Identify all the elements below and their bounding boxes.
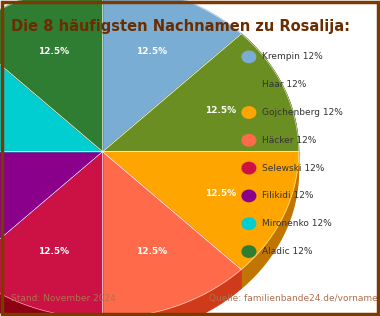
Polygon shape (0, 270, 103, 316)
Text: Haar 12%: Haar 12% (262, 80, 307, 89)
Circle shape (242, 135, 256, 146)
Circle shape (242, 218, 256, 229)
Text: 12.5%: 12.5% (38, 247, 70, 256)
Polygon shape (0, 34, 103, 152)
Text: Stand: November 2024: Stand: November 2024 (11, 295, 116, 303)
Circle shape (242, 190, 256, 202)
Polygon shape (103, 152, 241, 316)
Polygon shape (103, 152, 299, 270)
Polygon shape (103, 34, 299, 152)
Text: 12.5%: 12.5% (136, 47, 167, 56)
Text: 12.5%: 12.5% (205, 106, 236, 115)
Text: 12.5%: 12.5% (136, 247, 167, 256)
Text: 12.5%: 12.5% (205, 189, 236, 198)
Text: Mironenko 12%: Mironenko 12% (262, 219, 332, 228)
Text: 12.5%: 12.5% (38, 47, 70, 56)
Text: Häcker 12%: Häcker 12% (262, 136, 317, 145)
Circle shape (242, 246, 256, 257)
Polygon shape (103, 0, 241, 152)
Text: Aladic 12%: Aladic 12% (262, 247, 313, 256)
Text: Die 8 häufigsten Nachnamen zu Rosalija:: Die 8 häufigsten Nachnamen zu Rosalija: (11, 19, 350, 34)
Circle shape (242, 51, 256, 63)
Polygon shape (0, 0, 103, 152)
Polygon shape (241, 34, 299, 171)
Polygon shape (0, 152, 103, 270)
Circle shape (242, 79, 256, 90)
Polygon shape (0, 152, 103, 316)
Text: Filikidi 12%: Filikidi 12% (262, 191, 314, 200)
Circle shape (242, 162, 256, 174)
Text: Quelle: familienbande24.de/vornamen/: Quelle: familienbande24.de/vornamen/ (209, 295, 380, 303)
Text: Selewski 12%: Selewski 12% (262, 164, 325, 173)
Text: Krempin 12%: Krempin 12% (262, 52, 323, 61)
Circle shape (242, 107, 256, 118)
Text: Gojchenberg 12%: Gojchenberg 12% (262, 108, 343, 117)
Polygon shape (103, 270, 241, 316)
Polygon shape (241, 152, 299, 289)
